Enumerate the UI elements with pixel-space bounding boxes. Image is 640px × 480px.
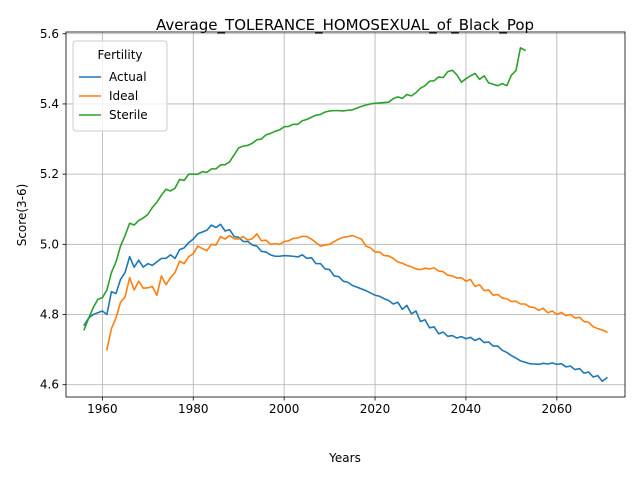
y-axis-label: Score(3-6) [15,184,29,247]
legend-box [72,40,168,132]
y-tick-label: 5.6 [40,27,59,41]
legend-title: Fertility [97,48,142,62]
y-tick-label: 5.0 [40,237,59,251]
legend-label-ideal: Ideal [109,89,138,103]
series-line-actual [83,223,608,383]
series-line-sterile [83,46,527,331]
y-tick-label: 4.8 [40,308,59,322]
chart-title: Average_TOLERANCE_HOMOSEXUAL_of_Black_Po… [156,16,534,35]
x-tick-label: 2020 [360,402,391,416]
legend: Fertility Actual Ideal Sterile [72,40,168,132]
y-axis: 4.6 4.8 5.0 5.2 5.4 5.6 [40,27,66,392]
data-series [83,46,608,383]
series-line-ideal [105,233,608,351]
y-tick-label: 5.2 [40,167,59,181]
x-tick-label: 2000 [269,402,300,416]
x-tick-label: 1960 [87,402,118,416]
plot-frame [65,31,626,398]
x-tick-label: 2040 [451,402,482,416]
y-tick-label: 5.4 [40,97,59,111]
grid-lines [66,32,625,397]
x-tick-label: 1980 [178,402,209,416]
x-tick-label: 2060 [542,402,573,416]
x-axis-label: Years [328,451,361,465]
y-tick-label: 4.6 [40,378,59,392]
legend-label-sterile: Sterile [109,108,148,122]
legend-label-actual: Actual [109,70,147,84]
x-axis: 1960 1980 2000 2020 2040 2060 [87,397,572,416]
